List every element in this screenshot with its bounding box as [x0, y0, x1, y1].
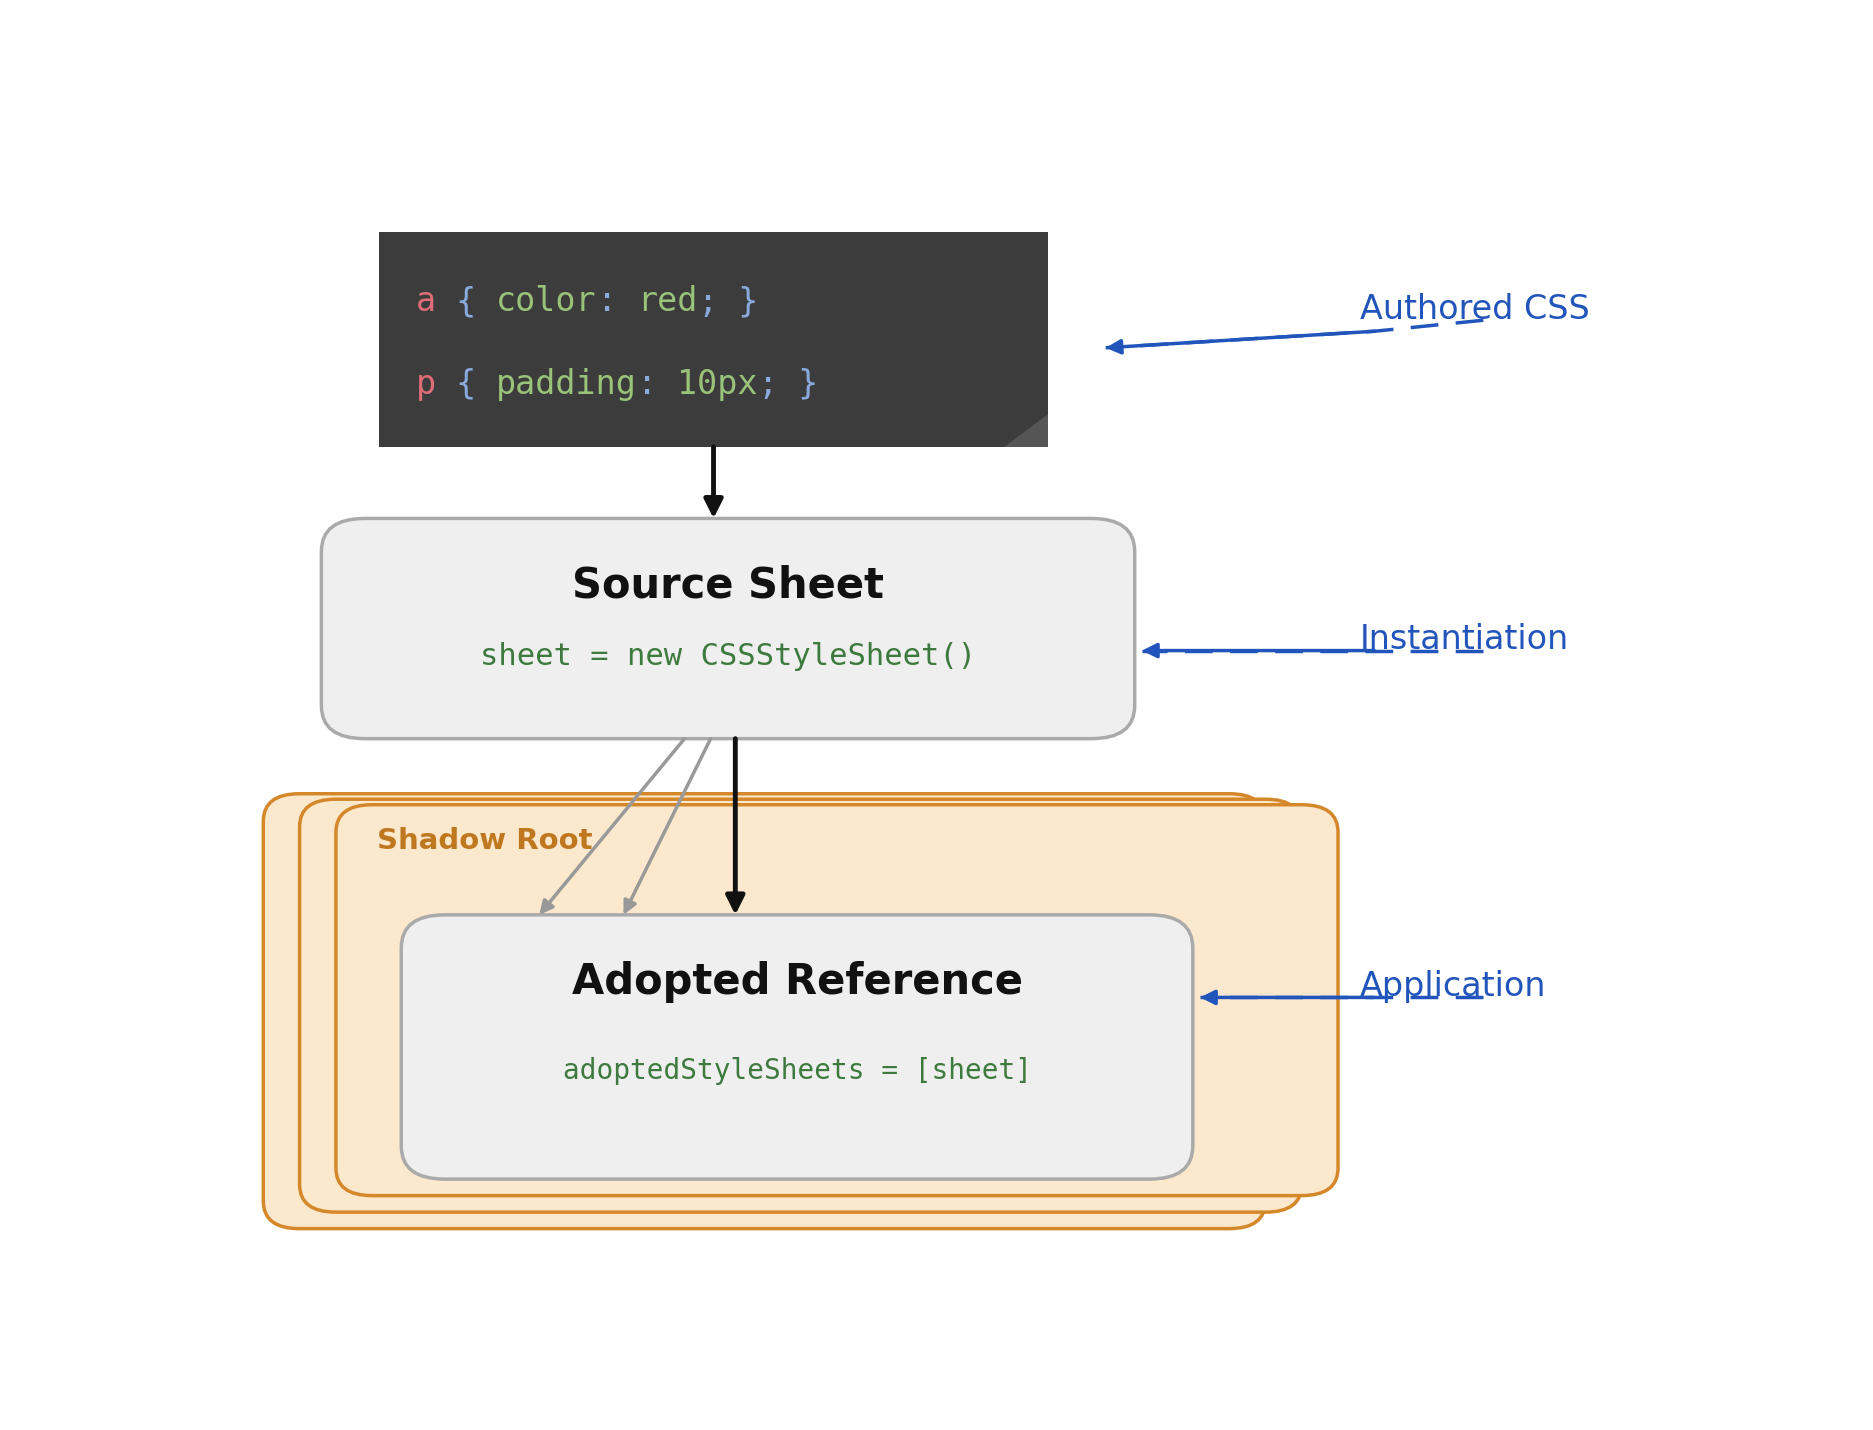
Text: ; }: ; }	[757, 368, 819, 400]
Text: Source Sheet: Source Sheet	[571, 565, 884, 606]
Text: Shadow Root: Shadow Root	[376, 827, 592, 855]
Text: :: :	[597, 285, 637, 317]
Text: {: {	[436, 285, 496, 317]
FancyBboxPatch shape	[378, 232, 1047, 446]
Text: color: color	[496, 285, 597, 317]
Text: :: :	[637, 368, 676, 400]
Text: red: red	[637, 285, 697, 317]
Text: a: a	[416, 285, 436, 317]
Polygon shape	[1004, 413, 1047, 446]
Text: 10px: 10px	[676, 368, 757, 400]
Text: Instantiation: Instantiation	[1360, 623, 1568, 656]
FancyBboxPatch shape	[401, 915, 1191, 1180]
Polygon shape	[1004, 413, 1047, 446]
FancyBboxPatch shape	[335, 805, 1337, 1195]
Text: padding: padding	[496, 368, 637, 400]
Text: Adopted Reference: Adopted Reference	[571, 961, 1023, 1002]
FancyBboxPatch shape	[262, 794, 1264, 1228]
FancyBboxPatch shape	[322, 519, 1135, 739]
Text: ; }: ; }	[697, 285, 757, 317]
Text: p: p	[416, 368, 436, 400]
Text: {: {	[436, 368, 496, 400]
Text: Application: Application	[1360, 970, 1545, 1002]
Text: sheet = new CSSStyleSheet(): sheet = new CSSStyleSheet()	[479, 642, 976, 671]
Text: Authored CSS: Authored CSS	[1360, 293, 1588, 326]
FancyBboxPatch shape	[300, 799, 1302, 1213]
Text: adoptedStyleSheets = [sheet]: adoptedStyleSheets = [sheet]	[562, 1057, 1030, 1085]
